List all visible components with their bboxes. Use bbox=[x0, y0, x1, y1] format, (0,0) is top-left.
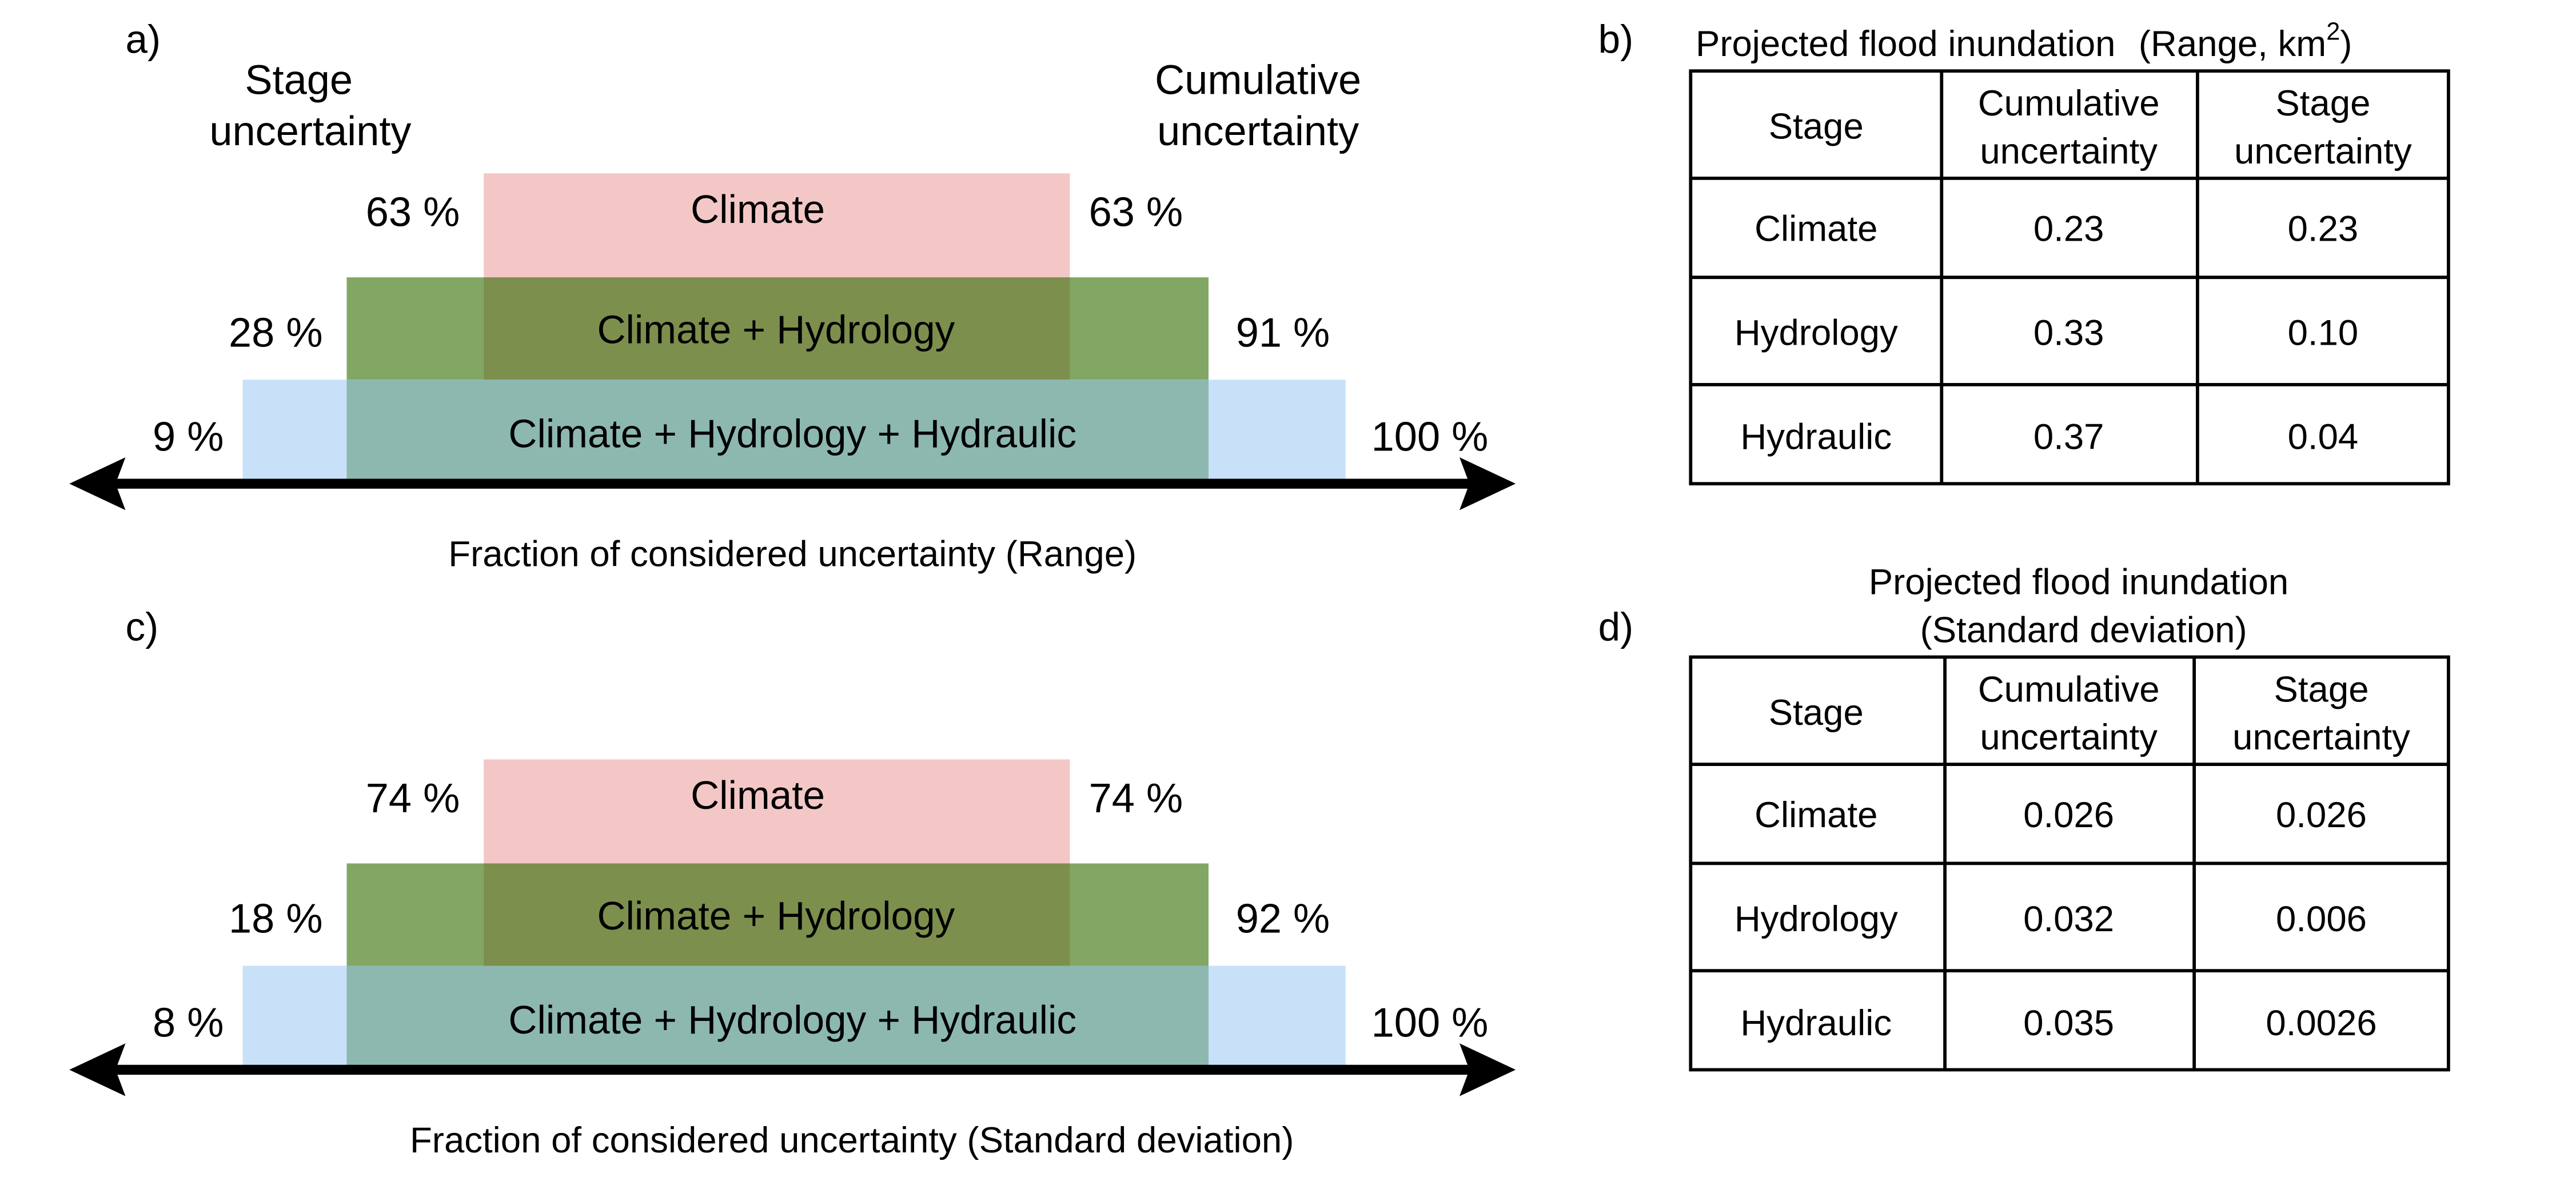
table-cell-stage: Hydrology bbox=[1734, 899, 1898, 939]
header-stage-uncertainty-line1: Stage bbox=[2275, 83, 2370, 123]
table-cell-cumulative: 0.37 bbox=[2033, 417, 2104, 457]
table-cell-stage: Hydrology bbox=[1734, 313, 1898, 353]
panel-a-label: a) bbox=[125, 17, 161, 61]
table-cell-cumulative: 0.23 bbox=[2033, 209, 2104, 249]
panel-d-label: d) bbox=[1598, 605, 1634, 649]
climate-hydrology-band-label: Climate + Hydrology bbox=[597, 308, 955, 352]
header-stage-uncertainty-line2: uncertainty bbox=[2234, 131, 2412, 171]
table-cell-cumulative: 0.026 bbox=[2023, 795, 2114, 835]
hydraulic-over-climate-hydrology-overlap bbox=[346, 965, 1209, 1068]
table-cell-stage-uncertainty: 0.0026 bbox=[2266, 1003, 2376, 1043]
hydraulic-cumulative-percent: 100 % bbox=[1371, 1000, 1489, 1046]
table-cell-stage-uncertainty: 0.23 bbox=[2288, 209, 2359, 249]
table-cell-stage: Climate bbox=[1754, 795, 1877, 835]
header-cumulative-line2: uncertainty bbox=[1980, 717, 2158, 757]
table-cell-cumulative: 0.035 bbox=[2023, 1003, 2114, 1043]
climate-hydrology-hydraulic-band-label: Climate + Hydrology + Hydraulic bbox=[508, 412, 1076, 456]
climate-stage-percent: 74 % bbox=[366, 776, 460, 821]
table-d-title-line1: Projected flood inundation bbox=[1869, 562, 2289, 603]
panel-c-label: c) bbox=[125, 605, 158, 649]
table-cell-stage-uncertainty: 0.10 bbox=[2288, 313, 2359, 353]
table-cell-stage-uncertainty: 0.04 bbox=[2288, 417, 2359, 457]
climate-band bbox=[484, 173, 1070, 278]
hydraulic-over-climate-hydrology-overlap bbox=[346, 380, 1209, 482]
hydrology-stage-percent: 18 % bbox=[229, 896, 323, 942]
table-cell-cumulative: 0.032 bbox=[2023, 899, 2114, 939]
climate-hydrology-band-label: Climate + Hydrology bbox=[597, 893, 955, 938]
hydrology-over-climate-overlap bbox=[484, 277, 1070, 380]
table-cell-cumulative: 0.33 bbox=[2033, 313, 2104, 353]
double-arrow-icon bbox=[69, 1043, 1516, 1096]
climate-band-label: Climate bbox=[691, 187, 825, 232]
hydrology-over-climate-overlap bbox=[484, 863, 1070, 966]
stage-uncertainty-heading-line2: uncertainty bbox=[209, 109, 411, 154]
table-cell-stage: Climate bbox=[1754, 209, 1877, 249]
header-cumulative-line1: Cumulative bbox=[1978, 669, 2160, 709]
cumulative-uncertainty-heading-line1: Cumulative bbox=[1155, 58, 1361, 103]
panel-d: d) Projected flood inundation (Standard … bbox=[1598, 562, 2450, 1072]
table-b: Stage Cumulative uncertainty Stage uncer… bbox=[1689, 69, 2450, 486]
header-stage: Stage bbox=[1769, 106, 1864, 147]
table-cell-stage-uncertainty: 0.006 bbox=[2276, 899, 2367, 939]
climate-band bbox=[484, 759, 1070, 864]
panel-c: c) Climate Climate + Hydrology Climate +… bbox=[69, 605, 1516, 1160]
hydraulic-cumulative-percent: 100 % bbox=[1371, 414, 1489, 460]
table-cell-stage: Hydraulic bbox=[1740, 417, 1892, 457]
stage-uncertainty-heading-line1: Stage bbox=[245, 58, 353, 103]
climate-band-label: Climate bbox=[691, 773, 825, 817]
table-cell-stage: Hydraulic bbox=[1740, 1003, 1892, 1043]
panel-b: b) Projected flood inundation (Range, km2… bbox=[1598, 17, 2450, 486]
hydraulic-stage-percent: 8 % bbox=[153, 1000, 224, 1046]
cumulative-uncertainty-heading-line2: uncertainty bbox=[1157, 109, 1359, 154]
panel-a: a) Stage uncertainty Cumulative uncertai… bbox=[69, 17, 1516, 574]
header-cumulative-line1: Cumulative bbox=[1978, 83, 2160, 123]
double-arrow-icon bbox=[69, 457, 1516, 510]
hydraulic-stage-percent: 9 % bbox=[153, 414, 224, 460]
climate-stage-percent: 63 % bbox=[366, 190, 460, 236]
axis-caption-range: Fraction of considered uncertainty (Rang… bbox=[448, 534, 1137, 574]
climate-cumulative-percent: 63 % bbox=[1089, 190, 1183, 236]
header-stage-uncertainty-line2: uncertainty bbox=[2232, 717, 2410, 757]
table-b-title: Projected flood inundation (Range, km2) bbox=[1696, 18, 2352, 64]
table-cell-stage-uncertainty: 0.026 bbox=[2276, 795, 2367, 835]
hydrology-cumulative-percent: 91 % bbox=[1236, 310, 1330, 356]
hydrology-stage-percent: 28 % bbox=[229, 310, 323, 356]
climate-hydrology-hydraulic-band-label: Climate + Hydrology + Hydraulic bbox=[508, 998, 1076, 1042]
header-stage: Stage bbox=[1769, 692, 1864, 733]
axis-caption-standard-deviation: Fraction of considered uncertainty (Stan… bbox=[410, 1120, 1294, 1160]
climate-cumulative-percent: 74 % bbox=[1089, 776, 1183, 821]
panel-b-label: b) bbox=[1598, 17, 1634, 61]
hydrology-cumulative-percent: 92 % bbox=[1236, 896, 1330, 942]
table-d: Stage Cumulative uncertainty Stage uncer… bbox=[1689, 655, 2450, 1072]
header-stage-uncertainty-line1: Stage bbox=[2274, 669, 2369, 709]
header-cumulative-line2: uncertainty bbox=[1980, 131, 2158, 171]
table-d-title-line2: (Standard deviation) bbox=[1920, 609, 2247, 650]
